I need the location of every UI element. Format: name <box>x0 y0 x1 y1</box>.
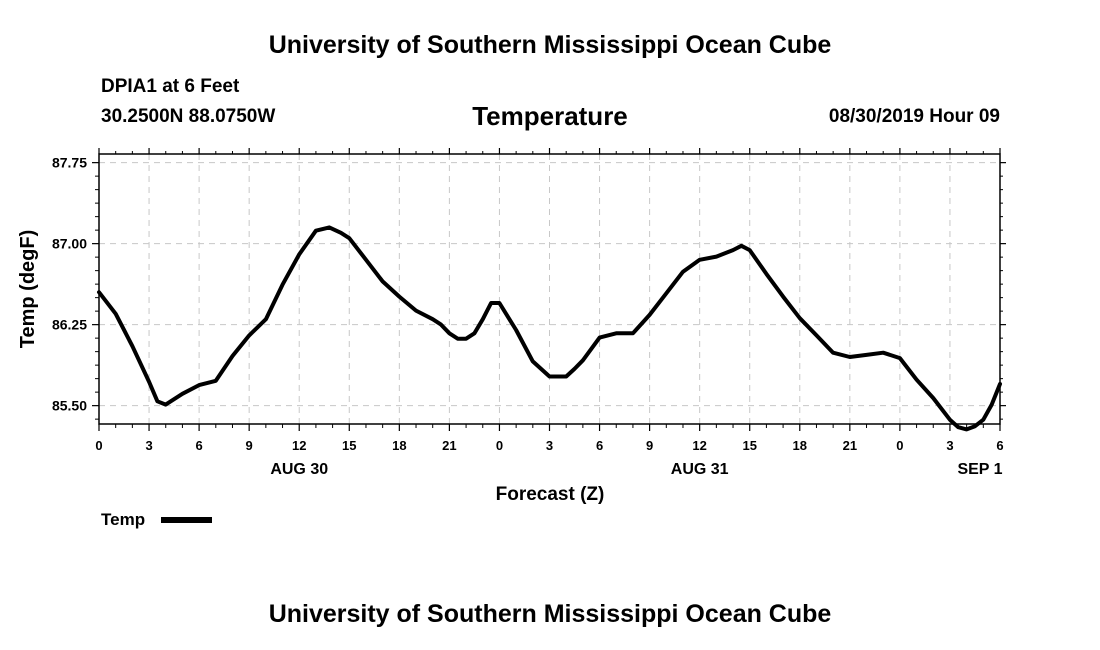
x-tick-label: 12 <box>692 438 706 453</box>
legend-label: Temp <box>101 510 146 529</box>
x-tick-label: 0 <box>896 438 903 453</box>
x-tick-label: 12 <box>292 438 306 453</box>
x-tick-label: 6 <box>596 438 603 453</box>
x-tick-label: 6 <box>195 438 202 453</box>
x-tick-label: 6 <box>996 438 1003 453</box>
x-tick-label: 21 <box>843 438 857 453</box>
x-tick-label: 3 <box>145 438 152 453</box>
x-tick-label: 9 <box>646 438 653 453</box>
y-tick-label: 86.25 <box>52 317 87 333</box>
x-tick-label: 18 <box>392 438 406 453</box>
x-tick-label: 3 <box>946 438 953 453</box>
y-tick-label: 87.75 <box>52 155 87 171</box>
x-tick-label: 15 <box>742 438 756 453</box>
coordinates-label: 30.2500N 88.0750W <box>101 106 276 127</box>
date-labels: AUG 30 AUG 31 SEP 1 <box>270 461 1002 478</box>
x-tick-label: 0 <box>95 438 102 453</box>
x-tick-label: 9 <box>246 438 253 453</box>
date-label: AUG 31 <box>671 461 729 478</box>
y-axis-ticks: 85.50 86.25 87.00 87.75 <box>52 155 1006 414</box>
x-axis-ticks: 0 3 6 9 12 15 18 21 0 3 6 9 12 15 18 21 0 3 6 <box>95 148 1004 453</box>
station-label: DPIA1 at 6 Feet <box>101 76 240 97</box>
legend-swatch <box>161 517 212 523</box>
x-tick-label: 0 <box>496 438 503 453</box>
y-tick-label: 85.50 <box>52 398 87 414</box>
y-tick-label: 87.00 <box>52 236 87 252</box>
x-tick-label: 15 <box>342 438 356 453</box>
x-tick-label: 3 <box>546 438 553 453</box>
footer-title: University of Southern Mississippi Ocean… <box>268 600 832 628</box>
datetime-label: 08/30/2019 Hour 09 <box>828 106 1000 127</box>
date-label: AUG 30 <box>270 461 328 478</box>
grid <box>99 154 1000 424</box>
y-axis-label: Temp (degF) <box>17 230 39 349</box>
date-label: SEP 1 <box>957 461 1002 478</box>
x-tick-label: 18 <box>793 438 807 453</box>
page-title: University of Southern Mississippi Ocean… <box>268 31 832 59</box>
temp-series-line <box>97 225 1002 432</box>
x-tick-label: 21 <box>442 438 456 453</box>
x-axis-label: Forecast (Z) <box>496 484 605 505</box>
chart-title: Temperature <box>472 101 628 131</box>
